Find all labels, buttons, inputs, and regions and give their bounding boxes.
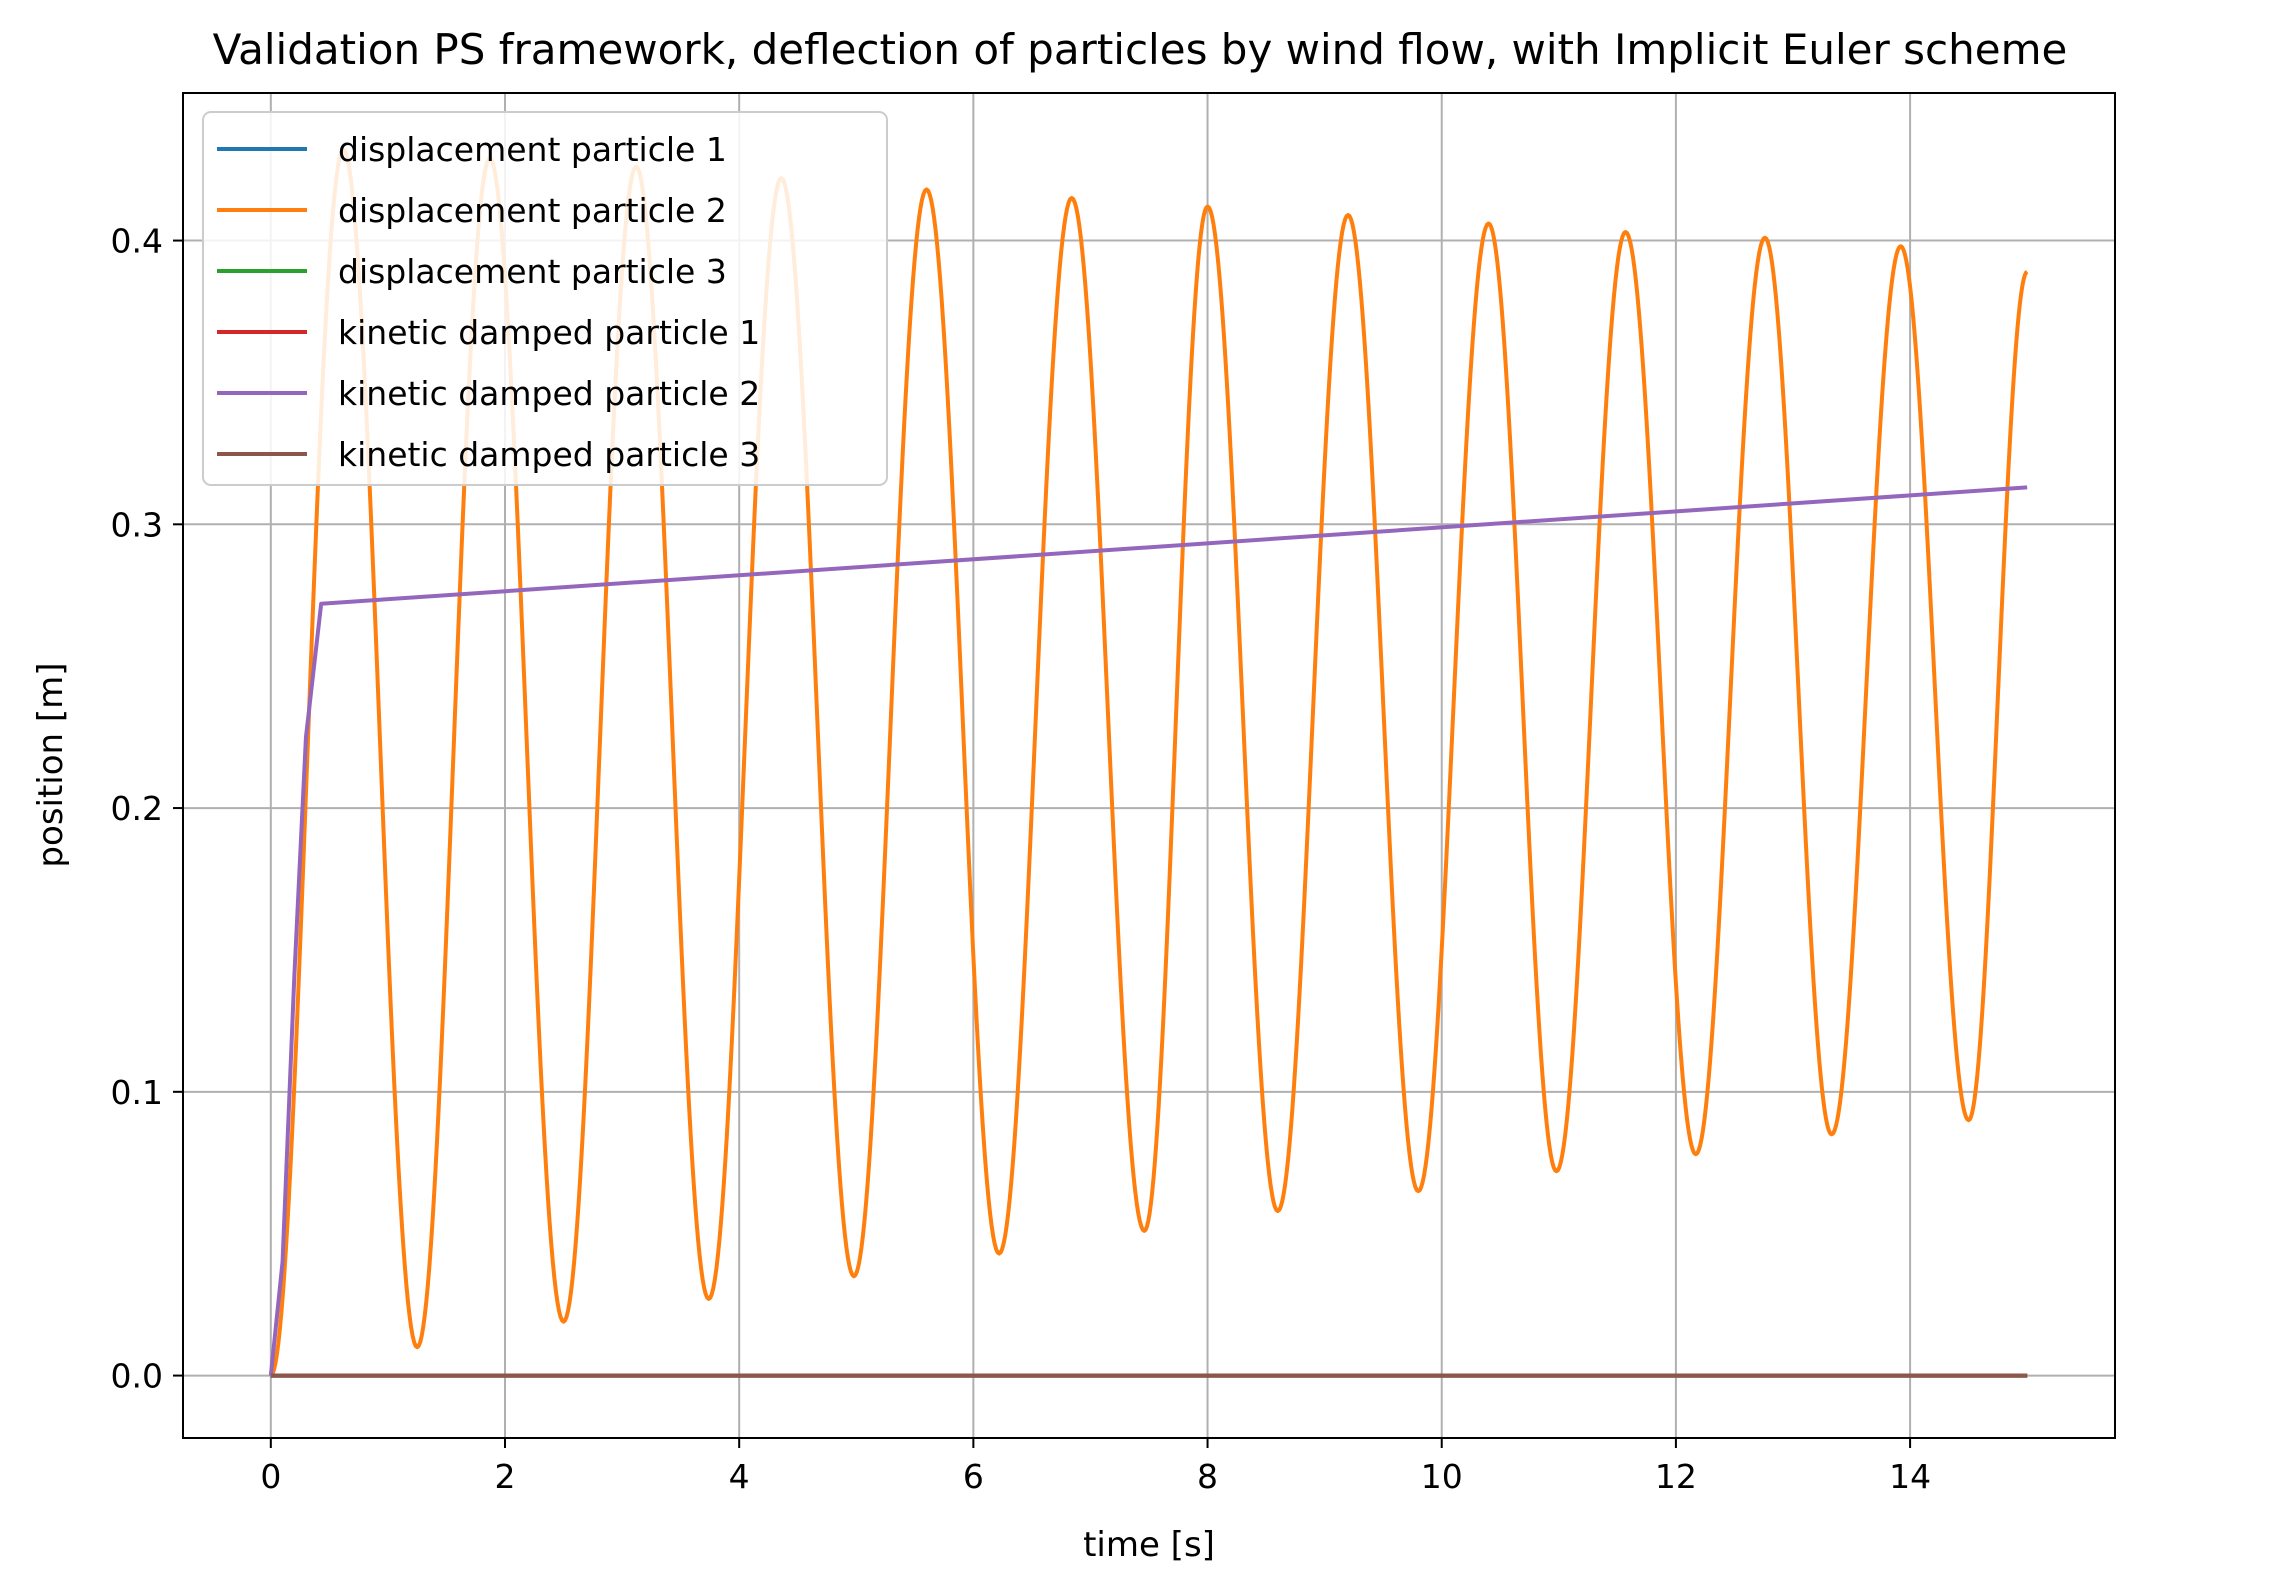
series-line-5 (268, 485, 2028, 1376)
x-tick-label: 6 (963, 1457, 984, 1496)
chart-title: Validation PS framework, deflection of p… (213, 25, 2068, 74)
x-tick-label: 14 (1889, 1457, 1931, 1496)
legend-label-4: kinetic damped particle 1 (338, 313, 760, 352)
y-axis-label: position [m] (31, 662, 71, 867)
y-tick-label: 0.1 (111, 1073, 163, 1112)
x-tick-label: 2 (495, 1457, 516, 1496)
plot-series (268, 147, 2029, 1378)
series-line-2 (269, 147, 2029, 1378)
legend-box (202, 111, 888, 486)
plot-frame (182, 92, 2116, 1439)
x-tick-label: 8 (1197, 1457, 1218, 1496)
y-tick-label: 0.4 (111, 222, 163, 261)
y-tick-label: 0.0 (111, 1357, 163, 1396)
legend-label-2: displacement particle 2 (338, 191, 727, 230)
y-tick-label: 0.3 (111, 505, 163, 544)
x-tick-label: 10 (1421, 1457, 1463, 1496)
legend: displacement particle 1 displacement part… (202, 111, 888, 486)
legend-label-6: kinetic damped particle 3 (338, 435, 760, 474)
legend-label-3: displacement particle 3 (338, 252, 727, 291)
axis-ticks: 0 2 4 6 8 10 12 14 0.0 0.1 0.2 0.3 0.4 (111, 222, 1932, 1496)
legend-label-1: displacement particle 1 (338, 130, 727, 169)
x-tick-label: 0 (260, 1457, 281, 1496)
y-tick-label: 0.2 (111, 789, 163, 828)
x-tick-label: 12 (1655, 1457, 1697, 1496)
x-axis-label: time [s] (1083, 1525, 1215, 1565)
x-tick-label: 4 (729, 1457, 750, 1496)
legend-label-5: kinetic damped particle 2 (338, 374, 760, 413)
